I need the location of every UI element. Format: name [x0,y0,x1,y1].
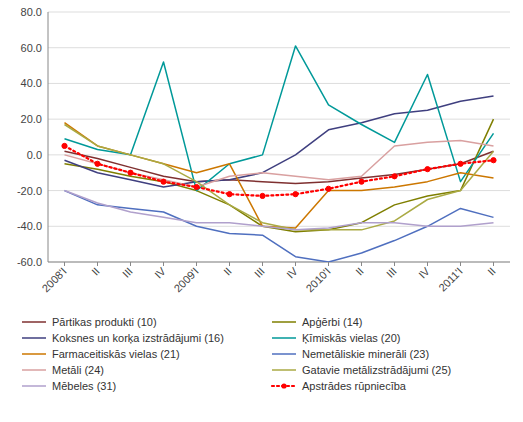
x-tick [460,262,461,266]
x-tick-label: III [252,265,267,280]
series-marker [491,158,496,163]
y-tick-label: -60.0 [17,256,42,268]
x-tick-label: IV [152,264,168,280]
legend-swatch [272,369,296,371]
legend: Pārtikas produkti (10) Apģērbi (14) Koksne… [22,316,451,392]
series-marker [161,179,166,184]
x-tick [394,262,395,266]
y-tick-label: 0.0 [27,149,42,161]
x-tick [427,262,428,266]
x-tick-label: 2010'I [303,265,332,294]
x-tick [361,262,362,266]
legend-swatch [272,321,296,323]
x-tick [262,262,263,266]
y-tick-label: 40.0 [21,77,42,89]
series-marker [293,192,298,197]
legend-label: Ķīmiskās vielas (20) [302,332,400,344]
legend-label: Apstrādes rūpniecība [302,380,407,392]
plot-area [62,46,496,262]
series-marker [194,184,199,189]
grid-line [48,12,510,13]
y-tick-label: 20.0 [21,113,42,125]
series-line [65,146,494,196]
series-marker [425,167,430,172]
legend-label: Mēbeles (31) [52,380,116,392]
series-line [65,191,494,230]
x-tick-label: IV [284,264,300,280]
legend-swatch [22,337,46,339]
series-line [65,151,494,183]
legend-swatch [272,353,296,355]
series-marker [128,170,133,175]
grid-line [48,154,510,155]
series-marker [95,161,100,166]
series-line [65,96,494,187]
y-tick-label: -40.0 [17,220,42,232]
x-tick [64,262,65,266]
legend-label: Koksnes un korķa izstrādājumi (16) [52,332,224,344]
legend-label: Metāli (24) [52,364,104,376]
legend-swatch [22,385,46,387]
series-marker [392,174,397,179]
series-marker [62,143,67,148]
legend-swatch [272,337,296,339]
x-tick [163,262,164,266]
x-tick [97,262,98,266]
legend-label: Gatavie metālizstrādājumi (25) [302,364,451,376]
legend-swatch [22,369,46,371]
legend-swatch [22,321,46,323]
x-tick [295,262,296,266]
grid-line [48,262,510,263]
legend-marker [281,383,286,388]
x-tick [196,262,197,266]
series-line [65,119,494,231]
x-tick-label: II [485,265,498,278]
series-marker [260,193,265,198]
grid-line [48,190,510,191]
x-tick-label: III [120,265,135,280]
series-line [65,46,494,191]
x-tick-label: III [384,265,399,280]
y-tick-label: 60.0 [21,42,42,54]
series-line [65,141,494,187]
series-marker [227,192,232,197]
series-marker [458,161,463,166]
legend-label: Apģērbi (14) [302,316,363,328]
legend-label: Pārtikas produkti (10) [52,316,157,328]
x-tick-label: 2009'I [171,265,200,294]
x-axis [48,262,510,263]
x-tick-label: II [353,265,366,278]
x-tick-label: 2008'I [39,265,68,294]
x-tick [130,262,131,266]
chart: -60.0 -40.0 -20.0 0.0 20.0 40.0 60.0 80.0 2008'I… [0,0,523,422]
x-tick [328,262,329,266]
x-tick-label: 2011'I [436,265,465,294]
x-tick-label: IV [416,264,432,280]
series-marker [326,186,331,191]
legend-label: Farmaceitiskās vielas (21) [52,348,180,360]
grid-line [48,47,510,48]
series-marker [359,179,364,184]
grid-line [48,83,510,84]
y-tick-label: -20.0 [17,185,42,197]
x-tick [229,262,230,266]
x-tick-label: II [89,265,102,278]
legend-swatch [22,353,46,355]
legend-label: Nemetāliskie minerāli (23) [302,348,429,360]
series-line [65,125,494,230]
x-tick [493,262,494,266]
y-axis [48,12,49,262]
x-tick-label: II [221,265,234,278]
y-tick-label: 80.0 [21,6,42,18]
